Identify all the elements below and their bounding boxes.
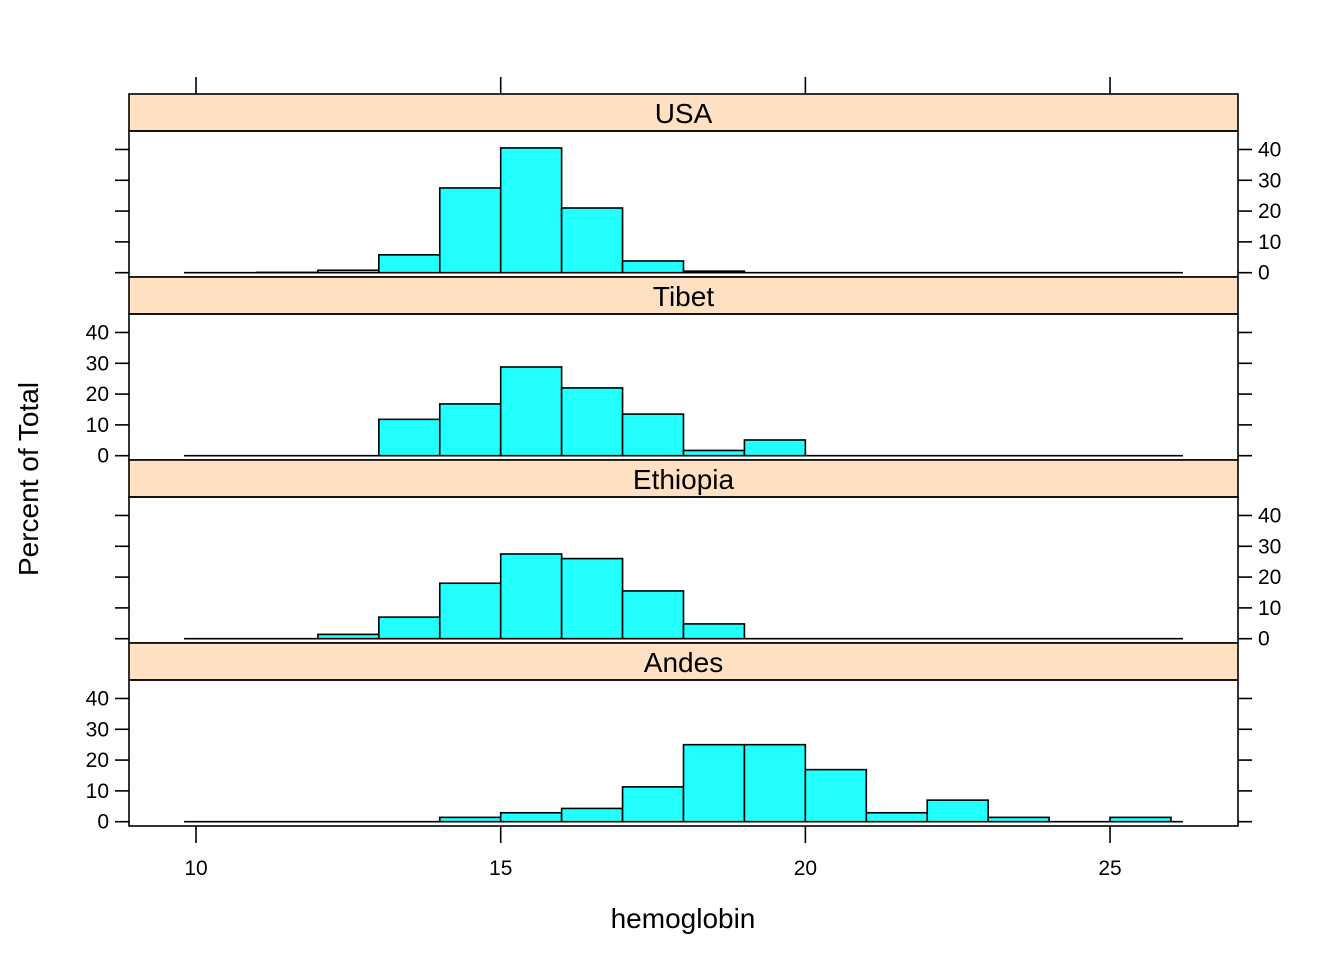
bar-andes-21 [865, 811, 929, 823]
bar-usa-14 [438, 187, 502, 274]
y-tick-label: 30 [1258, 169, 1281, 192]
x-axis: 10 15 20 25 [184, 77, 1122, 880]
y-tick-label: 0 [97, 445, 109, 468]
bar-andes-19 [743, 743, 807, 823]
y-tick-label: 20 [86, 383, 109, 406]
bar-andes-16 [560, 807, 624, 823]
strip-label-andes: Andes [644, 647, 723, 678]
y-tick-label: 30 [86, 352, 109, 375]
bar-usa-16 [560, 207, 624, 274]
bar-andes-15 [499, 811, 563, 823]
bar-ethiopia-13 [378, 616, 441, 640]
bar-tibet-13 [378, 418, 441, 457]
y-tick-label: 40 [1258, 504, 1281, 527]
bar-andes-23 [987, 816, 1050, 823]
bar-andes-20 [804, 768, 868, 823]
bar-andes-18 [682, 743, 746, 823]
bar-tibet-16 [560, 387, 624, 457]
bar-tibet-19 [743, 439, 807, 457]
panel-usa: USA 0 10 20 30 40 [115, 93, 1281, 285]
panel-tibet: Tibet 0 10 20 30 40 [86, 276, 1252, 468]
bar-andes-17 [621, 786, 685, 823]
y-tick-label: 40 [86, 687, 109, 710]
bar-andes-14 [438, 816, 502, 823]
x-tick-label: 10 [184, 857, 207, 880]
strip-label-ethiopia: Ethiopia [633, 464, 735, 495]
y-tick-label: 20 [86, 749, 109, 772]
bar-ethiopia-16 [560, 557, 624, 640]
panel-ethiopia: Ethiopia 0 10 20 30 40 [115, 459, 1281, 651]
strip-ethiopia [128, 459, 1239, 498]
bar-usa-12 [317, 269, 380, 274]
bar-ethiopia-14 [438, 582, 502, 640]
panel-frame-andes [128, 679, 1239, 827]
strip-andes [128, 642, 1239, 681]
panel-andes: Andes 0 10 20 30 40 [86, 642, 1252, 834]
strip-usa [128, 93, 1239, 132]
strip-label-tibet: Tibet [653, 281, 714, 312]
panel-frame-usa [128, 130, 1239, 278]
y-tick-label: 20 [1258, 566, 1281, 589]
bar-usa-17 [621, 260, 685, 274]
y-tick-label: 40 [86, 321, 109, 344]
bar-usa-18 [682, 270, 746, 274]
y-tick-label: 10 [86, 780, 109, 803]
y-tick-label: 30 [1258, 535, 1281, 558]
bar-usa-13 [378, 254, 441, 274]
x-tick-label: 25 [1098, 857, 1121, 880]
bar-tibet-14 [438, 403, 502, 457]
bar-ethiopia-17 [621, 590, 685, 640]
y-tick-label: 40 [1258, 138, 1281, 161]
y-tick-label: 0 [1258, 262, 1270, 285]
y-tick-label: 0 [97, 811, 109, 834]
y-tick-label: 10 [1258, 597, 1281, 620]
y-axis-title: Percent of Total [13, 382, 44, 576]
bar-tibet-17 [621, 413, 685, 457]
y-tick-label: 30 [86, 718, 109, 741]
bar-andes-25 [1109, 816, 1172, 823]
strip-label-usa: USA [655, 98, 713, 129]
y-tick-label: 0 [1258, 628, 1270, 651]
bar-ethiopia-12 [317, 633, 380, 640]
y-tick-label: 10 [1258, 231, 1281, 254]
y-tick-label: 20 [1258, 200, 1281, 223]
panels-layer: USA 0 10 20 30 40 Tibet 0 10 20 30 40 Ethiopia 0 10 20 3… [86, 93, 1281, 834]
x-tick-label: 15 [489, 857, 512, 880]
x-axis-title: hemoglobin [611, 903, 756, 934]
y-tick-label: 10 [86, 414, 109, 437]
bar-andes-22 [926, 799, 989, 823]
strip-tibet [128, 276, 1239, 315]
x-tick-label: 20 [794, 857, 817, 880]
bar-ethiopia-18 [682, 623, 746, 640]
bar-ethiopia-15 [499, 553, 563, 640]
bar-tibet-15 [499, 366, 563, 457]
bar-tibet-18 [682, 449, 746, 457]
bar-usa-15 [499, 147, 563, 274]
